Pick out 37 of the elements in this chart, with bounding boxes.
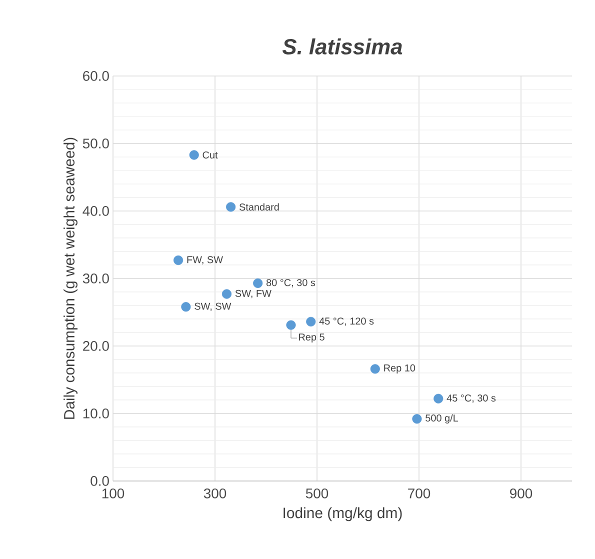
- point: [181, 302, 191, 312]
- x-tick-label: 300: [204, 488, 226, 498]
- annotation: SW, FW: [235, 290, 272, 298]
- y-tick-label: 50.0: [82, 138, 109, 148]
- y-tick-label: 20.0: [83, 341, 109, 351]
- y-tick-label: 40.0: [82, 206, 109, 216]
- point: [306, 316, 316, 326]
- annotation: 45 °C, 120 s: [319, 318, 374, 326]
- x-tick-label: 100: [102, 488, 124, 498]
- y-tick-label: 60.0: [83, 71, 109, 81]
- point: [434, 394, 444, 404]
- annotation: Cut: [202, 151, 218, 158]
- point: [286, 320, 296, 330]
- point: [412, 414, 422, 424]
- annotation: SW, SW: [194, 302, 232, 311]
- point: [173, 255, 184, 266]
- point: [253, 278, 263, 288]
- y-tick-label: 30.0: [82, 274, 109, 284]
- x-tick-label: 500: [306, 488, 328, 498]
- point: [370, 364, 380, 374]
- point: [189, 150, 199, 160]
- x-axis-title: Iodine (mg/kg dm): [284, 507, 402, 522]
- annotation: FW, SW: [187, 256, 223, 264]
- annotation: Rep 10: [384, 364, 416, 374]
- annotation: Standard: [239, 203, 279, 211]
- point: [226, 202, 236, 212]
- y-axis-title: Daily consumption (g wet weight seaweed): [64, 138, 78, 419]
- y-tick-label: 10.0: [83, 408, 109, 418]
- annotation: 500 g/L: [426, 414, 458, 424]
- annotation: 45 °C, 30 s: [446, 394, 496, 403]
- x-tick-label: 900: [510, 488, 532, 498]
- annotation: 80 °C, 30 s: [266, 279, 316, 288]
- point: [222, 289, 232, 299]
- y-tick-label: 0.0: [90, 476, 109, 486]
- x-tick-label: 700: [408, 488, 430, 498]
- annotation: Rep 5: [299, 334, 324, 343]
- chart-title: S. latissima: [282, 38, 402, 54]
